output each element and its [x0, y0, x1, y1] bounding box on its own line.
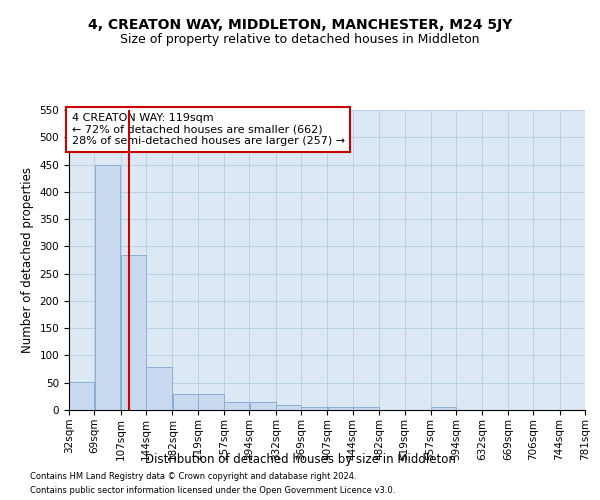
Bar: [250, 402, 275, 410]
Bar: [353, 408, 379, 410]
Bar: [69, 382, 94, 410]
Bar: [431, 408, 456, 410]
Bar: [173, 394, 197, 410]
Bar: [198, 394, 224, 410]
Bar: [328, 408, 353, 410]
Bar: [224, 402, 250, 410]
Bar: [121, 254, 146, 410]
Y-axis label: Number of detached properties: Number of detached properties: [21, 167, 34, 353]
Text: 4 CREATON WAY: 119sqm
← 72% of detached houses are smaller (662)
28% of semi-det: 4 CREATON WAY: 119sqm ← 72% of detached …: [71, 113, 345, 146]
Bar: [301, 408, 327, 410]
Text: Size of property relative to detached houses in Middleton: Size of property relative to detached ho…: [120, 32, 480, 46]
Bar: [146, 368, 172, 410]
Text: Contains HM Land Registry data © Crown copyright and database right 2024.: Contains HM Land Registry data © Crown c…: [30, 472, 356, 481]
Text: Distribution of detached houses by size in Middleton: Distribution of detached houses by size …: [145, 452, 455, 466]
Text: 4, CREATON WAY, MIDDLETON, MANCHESTER, M24 5JY: 4, CREATON WAY, MIDDLETON, MANCHESTER, M…: [88, 18, 512, 32]
Bar: [276, 404, 301, 410]
Text: Contains public sector information licensed under the Open Government Licence v3: Contains public sector information licen…: [30, 486, 395, 495]
Bar: [95, 164, 121, 410]
